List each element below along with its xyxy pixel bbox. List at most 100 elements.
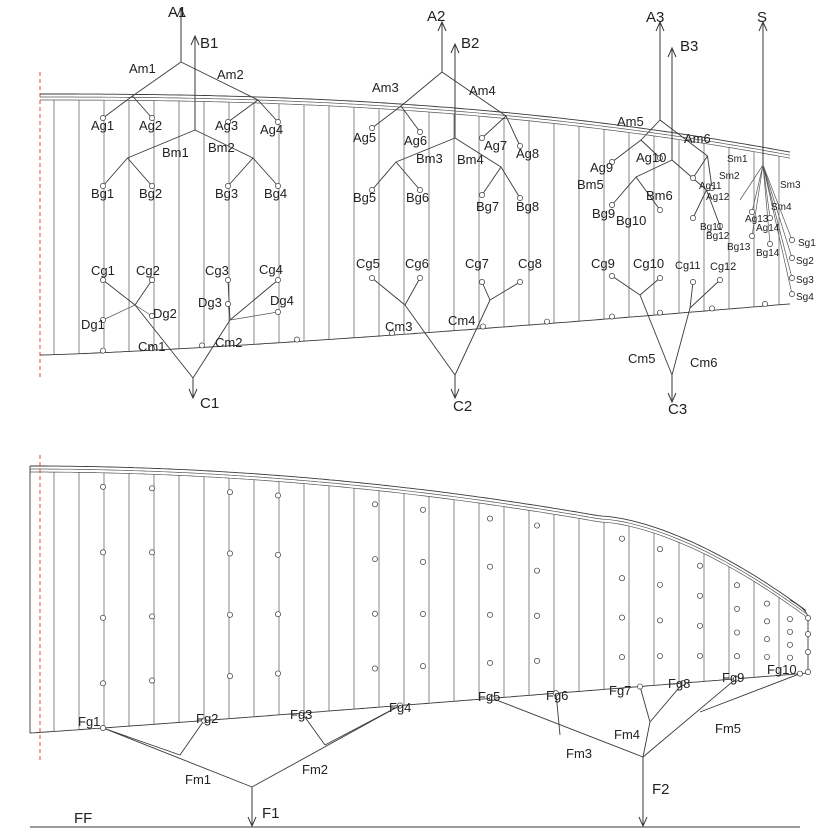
node-marker <box>100 614 106 621</box>
arrow-b2-head <box>450 42 460 54</box>
node-marker <box>372 501 378 508</box>
node-label-sm3: Sm3 <box>780 180 801 191</box>
node-label-cm2: Cm2 <box>215 335 242 350</box>
node-label-cg3: Cg3 <box>205 263 229 278</box>
node-label-fm4: Fm4 <box>614 727 640 742</box>
node-marker <box>657 581 663 588</box>
node-label-bm6: Bm6 <box>646 188 673 203</box>
node-label-bg4: Bg4 <box>264 186 287 201</box>
node-marker <box>227 550 233 557</box>
node-marker <box>227 673 233 680</box>
node-label-cg6: Cg6 <box>405 256 429 271</box>
connector-line <box>500 166 521 199</box>
node-label-fg9: Fg9 <box>722 670 744 685</box>
node-label-bg3: Bg3 <box>215 186 238 201</box>
node-marker <box>294 336 300 343</box>
connector-line <box>639 277 661 296</box>
node-label-ag14: Ag14 <box>756 223 780 234</box>
node-label-bg2: Bg2 <box>139 186 162 201</box>
node-label-dg3: Dg3 <box>198 295 222 310</box>
node-marker <box>225 277 231 283</box>
arrow-c3-head <box>667 392 677 404</box>
node-label-cm1: Cm1 <box>138 339 165 354</box>
s-branch-line <box>762 164 793 259</box>
connector-line <box>102 279 136 306</box>
node-marker <box>657 275 663 281</box>
s-branch-line <box>762 164 771 245</box>
arrow-a3-head <box>655 20 665 32</box>
node-marker <box>397 702 403 709</box>
connector-line <box>301 712 326 746</box>
node-label-s: S <box>757 9 767 26</box>
node-marker <box>657 546 663 553</box>
d-branch-line <box>229 311 279 321</box>
node-label-am4: Am4 <box>469 83 496 98</box>
node-label-cm4: Cm4 <box>448 313 475 328</box>
node-marker <box>789 255 795 261</box>
node-marker <box>275 611 281 618</box>
node-marker <box>100 115 106 121</box>
node-marker <box>201 717 207 724</box>
connector-line <box>194 129 254 159</box>
node-marker <box>619 535 625 542</box>
arrow-a1-head <box>176 6 186 18</box>
node-label-a1: A1 <box>168 4 186 21</box>
node-label-fg2: Fg2 <box>196 711 218 726</box>
node-marker <box>657 653 663 660</box>
node-label-cg12: Cg12 <box>710 261 736 273</box>
node-marker <box>100 725 106 731</box>
node-label-bg6: Bg6 <box>406 190 429 205</box>
node-marker <box>553 690 559 697</box>
d-branch-line <box>102 304 136 321</box>
node-marker <box>487 611 493 618</box>
connector-line <box>639 686 651 723</box>
node-marker <box>749 233 755 239</box>
node-marker <box>479 192 485 198</box>
node-marker <box>734 605 740 612</box>
node-marker <box>489 695 495 702</box>
s-branch-line <box>762 164 793 279</box>
node-label-fg5: Fg5 <box>478 689 500 704</box>
connector-line <box>489 281 521 301</box>
node-label-bg13: Bg13 <box>727 242 751 253</box>
node-label-sm4: Sm4 <box>771 202 792 213</box>
connector-line <box>441 71 507 117</box>
node-label-sg1: Sg1 <box>798 238 816 249</box>
node-marker <box>787 654 793 661</box>
node-label-ag12: Ag12 <box>706 192 730 203</box>
connector-line <box>640 139 661 159</box>
node-marker <box>225 183 231 189</box>
node-marker <box>100 183 106 189</box>
node-marker <box>275 183 281 189</box>
connector-line <box>481 166 502 196</box>
node-label-bg5: Bg5 <box>353 190 376 205</box>
node-label-bm1: Bm1 <box>162 145 189 160</box>
connector-line <box>229 279 279 321</box>
node-marker <box>100 277 106 283</box>
node-marker <box>734 582 740 589</box>
connector-line <box>454 299 491 376</box>
node-marker <box>680 680 686 687</box>
node-marker <box>149 277 155 283</box>
node-marker <box>149 183 155 189</box>
connector-line <box>505 115 521 147</box>
connector-line <box>481 115 507 139</box>
node-label-am6: Am6 <box>684 131 711 146</box>
connector-line <box>400 71 443 107</box>
connector-line <box>371 161 397 191</box>
node-label-bm5: Bm5 <box>577 177 604 192</box>
node-label-cm3: Cm3 <box>385 319 412 334</box>
connector-line <box>180 61 259 101</box>
connector-line <box>454 137 502 168</box>
node-marker <box>420 506 426 513</box>
node-marker <box>789 291 795 297</box>
top-skin-line-lower <box>40 99 791 159</box>
node-marker <box>100 549 106 556</box>
node-marker <box>697 592 703 599</box>
node-marker <box>372 610 378 617</box>
connector-line <box>611 176 637 206</box>
connector-line <box>257 99 279 123</box>
node-label-ag8: Ag8 <box>516 146 539 161</box>
node-marker <box>420 558 426 565</box>
node-label-ag2: Ag2 <box>139 118 162 133</box>
